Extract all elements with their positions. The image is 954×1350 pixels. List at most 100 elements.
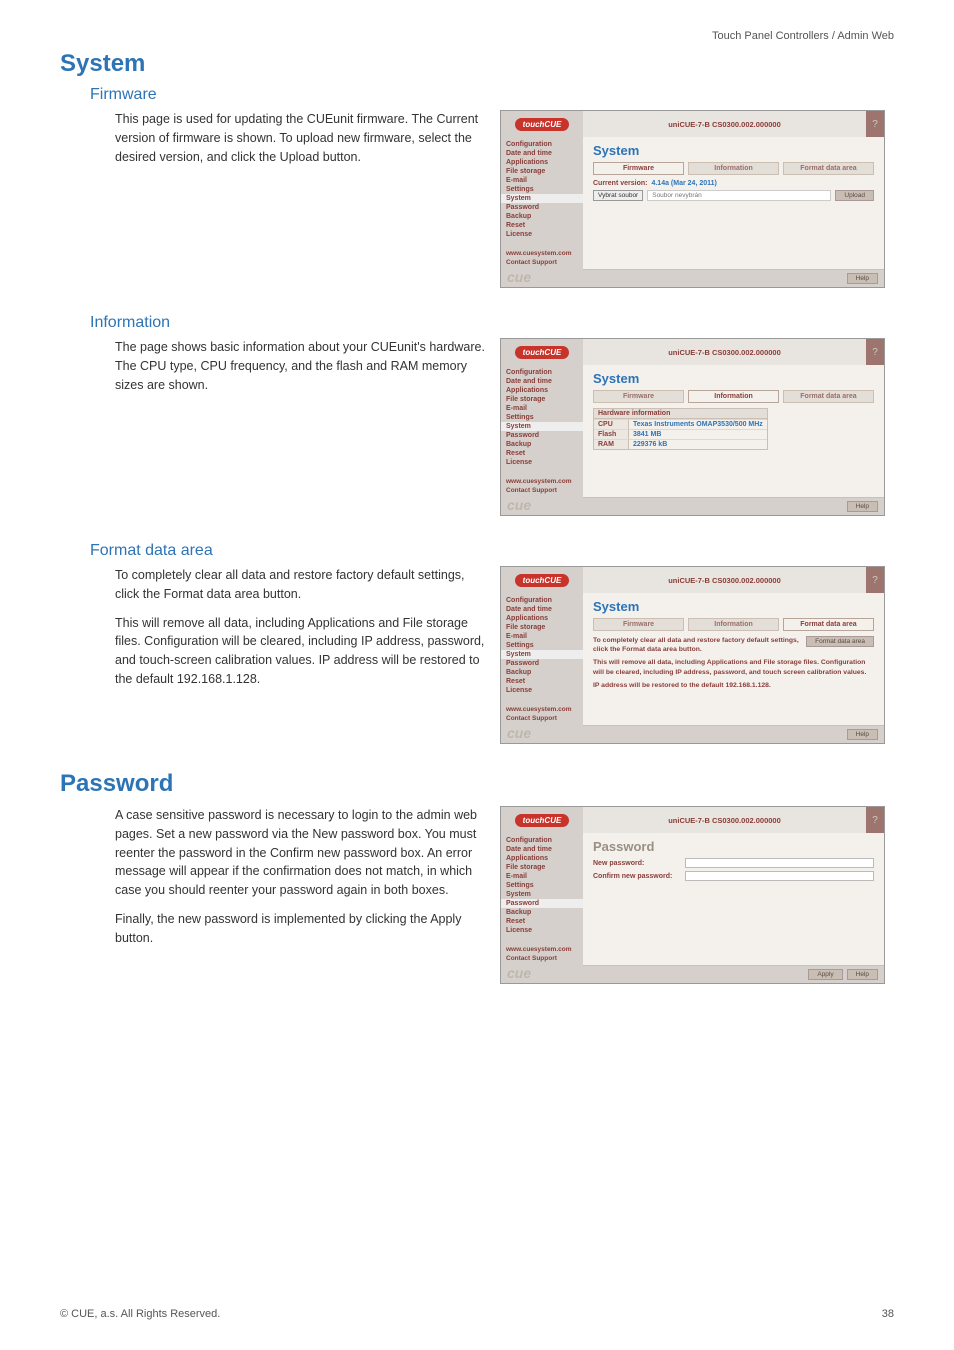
tab-format-data-area[interactable]: Format data area bbox=[783, 390, 874, 403]
sidebar-item-backup[interactable]: Backup bbox=[506, 440, 578, 449]
sidebar-item-settings[interactable]: Settings bbox=[506, 881, 578, 890]
confirm-password-input[interactable] bbox=[685, 871, 874, 881]
sidebar-item-license[interactable]: License bbox=[506, 686, 578, 695]
sidebar-item-file-storage[interactable]: File storage bbox=[506, 623, 578, 632]
link-contact-support[interactable]: Contact Support bbox=[506, 258, 578, 267]
apply-button[interactable]: Apply bbox=[808, 969, 842, 980]
desc-password-p2: Finally, the new password is implemented… bbox=[115, 910, 485, 948]
help-icon[interactable]: ? bbox=[866, 111, 884, 137]
sidebar-item-applications[interactable]: Applications bbox=[506, 854, 578, 863]
hw-flash-label: Flash bbox=[594, 429, 629, 439]
desc-format-p2: This will remove all data, including App… bbox=[115, 614, 485, 689]
sidebar-item-system[interactable]: System bbox=[501, 650, 583, 659]
sidebar-item-settings[interactable]: Settings bbox=[506, 641, 578, 650]
sidebar-item-password[interactable]: Password bbox=[501, 899, 583, 908]
format-data-area-button[interactable]: Format data area bbox=[806, 636, 874, 647]
sidebar-item-email[interactable]: E-mail bbox=[506, 872, 578, 881]
sidebar-item-system[interactable]: System bbox=[506, 890, 578, 899]
tab-format-data-area[interactable]: Format data area bbox=[783, 618, 874, 631]
sidebar-item-reset[interactable]: Reset bbox=[506, 677, 578, 686]
sidebar-item-configuration[interactable]: Configuration bbox=[506, 368, 578, 377]
format-line-1: To completely clear all data and restore… bbox=[593, 636, 800, 654]
tab-information[interactable]: Information bbox=[688, 390, 779, 403]
sidebar-item-reset[interactable]: Reset bbox=[506, 449, 578, 458]
sidebar-item-email[interactable]: E-mail bbox=[506, 404, 578, 413]
section-format-title: Format data area bbox=[90, 542, 894, 560]
confirm-password-row: Confirm new password: bbox=[593, 871, 874, 881]
sidebar-item-system[interactable]: System bbox=[501, 194, 583, 203]
tab-information[interactable]: Information bbox=[688, 162, 779, 175]
help-icon[interactable]: ? bbox=[866, 339, 884, 365]
sidebar-item-password[interactable]: Password bbox=[506, 659, 578, 668]
tab-format-data-area[interactable]: Format data area bbox=[783, 162, 874, 175]
sidebar-item-file-storage[interactable]: File storage bbox=[506, 167, 578, 176]
sidebar-item-file-storage[interactable]: File storage bbox=[506, 395, 578, 404]
tab-firmware[interactable]: Firmware bbox=[593, 162, 684, 175]
sidebar-item-reset[interactable]: Reset bbox=[506, 917, 578, 926]
link-cuesystem[interactable]: www.cuesystem.com bbox=[506, 705, 578, 714]
desc-format-p1: To completely clear all data and restore… bbox=[115, 566, 485, 604]
doc-header: Touch Panel Controllers / Admin Web bbox=[712, 30, 894, 42]
tab-information[interactable]: Information bbox=[688, 618, 779, 631]
link-contact-support[interactable]: Contact Support bbox=[506, 954, 578, 963]
link-contact-support[interactable]: Contact Support bbox=[506, 486, 578, 495]
hw-ram-label: RAM bbox=[594, 439, 629, 449]
screenshot-format: touchCUE uniCUE-7-B CS0300.002.000000 ? … bbox=[500, 566, 885, 744]
footer-page-number: 38 bbox=[882, 1308, 894, 1320]
sidebar-item-password[interactable]: Password bbox=[506, 431, 578, 440]
sidebar-item-applications[interactable]: Applications bbox=[506, 158, 578, 167]
row-information: The page shows basic information about y… bbox=[115, 338, 894, 516]
sidebar-item-applications[interactable]: Applications bbox=[506, 386, 578, 395]
help-button[interactable]: Help bbox=[847, 501, 878, 512]
h1-system: System bbox=[60, 50, 894, 78]
sidebar-item-configuration[interactable]: Configuration bbox=[506, 836, 578, 845]
link-contact-support[interactable]: Contact Support bbox=[506, 714, 578, 723]
sidebar-item-applications[interactable]: Applications bbox=[506, 614, 578, 623]
hardware-info-table: Hardware information CPU Texas Instrumen… bbox=[593, 408, 768, 450]
help-button[interactable]: Help bbox=[847, 273, 878, 284]
link-cuesystem[interactable]: www.cuesystem.com bbox=[506, 249, 578, 258]
help-icon[interactable]: ? bbox=[866, 807, 884, 833]
confirm-password-label: Confirm new password: bbox=[593, 873, 681, 880]
desc-password-p1: A case sensitive password is necessary t… bbox=[115, 806, 485, 900]
hw-ram-value: 229376 kB bbox=[629, 439, 767, 449]
desc-information-p: The page shows basic information about y… bbox=[115, 338, 485, 394]
content-heading: System bbox=[593, 371, 874, 386]
content-footer: Help bbox=[583, 497, 884, 515]
sidebar-item-date-time[interactable]: Date and time bbox=[506, 377, 578, 386]
logo-cell: touchCUE bbox=[501, 807, 583, 833]
sidebar-item-system[interactable]: System bbox=[501, 422, 583, 431]
help-icon[interactable]: ? bbox=[866, 567, 884, 593]
choose-file-button[interactable]: Vybrat soubor bbox=[593, 190, 643, 201]
sidebar-item-settings[interactable]: Settings bbox=[506, 413, 578, 422]
link-cuesystem[interactable]: www.cuesystem.com bbox=[506, 945, 578, 954]
help-button[interactable]: Help bbox=[847, 729, 878, 740]
sidebar-item-email[interactable]: E-mail bbox=[506, 632, 578, 641]
sidebar-item-backup[interactable]: Backup bbox=[506, 668, 578, 677]
sidebar-item-license[interactable]: License bbox=[506, 458, 578, 467]
upload-button[interactable]: Upload bbox=[835, 190, 874, 201]
tab-firmware[interactable]: Firmware bbox=[593, 390, 684, 403]
sidebar-item-backup[interactable]: Backup bbox=[506, 908, 578, 917]
sidebar-item-license[interactable]: License bbox=[506, 926, 578, 935]
tab-firmware[interactable]: Firmware bbox=[593, 618, 684, 631]
row-password: A case sensitive password is necessary t… bbox=[115, 806, 894, 984]
sidebar-item-date-time[interactable]: Date and time bbox=[506, 605, 578, 614]
sidebar-item-settings[interactable]: Settings bbox=[506, 185, 578, 194]
sidebar-item-configuration[interactable]: Configuration bbox=[506, 596, 578, 605]
sidebar-item-backup[interactable]: Backup bbox=[506, 212, 578, 221]
sidebar-item-date-time[interactable]: Date and time bbox=[506, 845, 578, 854]
sidebar-item-reset[interactable]: Reset bbox=[506, 221, 578, 230]
link-cuesystem[interactable]: www.cuesystem.com bbox=[506, 477, 578, 486]
desc-password: A case sensitive password is necessary t… bbox=[115, 806, 485, 957]
sidebar-item-configuration[interactable]: Configuration bbox=[506, 140, 578, 149]
title-bar: uniCUE-7-B CS0300.002.000000 bbox=[583, 807, 866, 833]
new-password-input[interactable] bbox=[685, 858, 874, 868]
help-button[interactable]: Help bbox=[847, 969, 878, 980]
screenshot-password: touchCUE uniCUE-7-B CS0300.002.000000 ? … bbox=[500, 806, 885, 984]
sidebar-item-email[interactable]: E-mail bbox=[506, 176, 578, 185]
sidebar-item-password[interactable]: Password bbox=[506, 203, 578, 212]
sidebar-item-date-time[interactable]: Date and time bbox=[506, 149, 578, 158]
sidebar-item-file-storage[interactable]: File storage bbox=[506, 863, 578, 872]
sidebar-item-license[interactable]: License bbox=[506, 230, 578, 239]
